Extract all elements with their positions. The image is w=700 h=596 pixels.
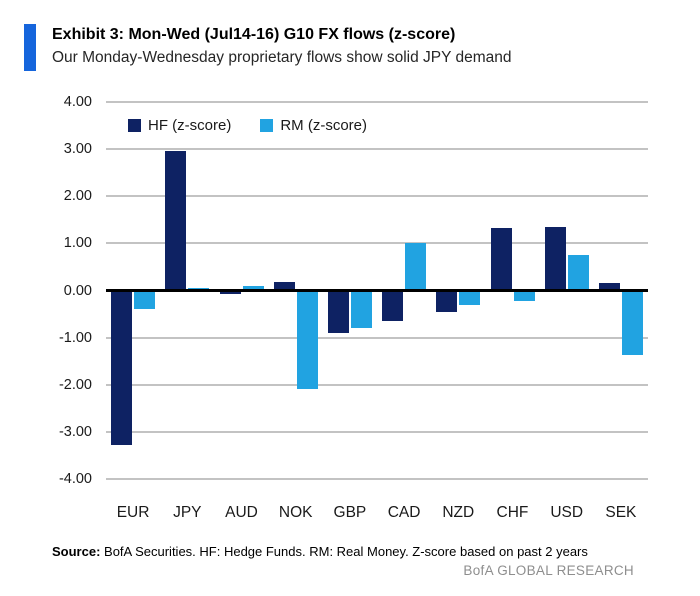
y-tick-label: -1.00 bbox=[58, 329, 92, 346]
y-tick-label: -4.00 bbox=[58, 471, 92, 487]
x-tick-label-gbp: GBP bbox=[333, 504, 367, 521]
bar-chf-hf bbox=[490, 228, 512, 291]
x-tick-label-nok: NOK bbox=[278, 504, 313, 521]
exhibit-title: Exhibit 3: Mon-Wed (Jul14-16) G10 FX flo… bbox=[52, 26, 456, 43]
header-text: Exhibit 3: Mon-Wed (Jul14-16) G10 FX flo… bbox=[52, 24, 511, 71]
gridline-3 bbox=[106, 148, 648, 151]
bar-nzd-hf bbox=[436, 290, 458, 312]
accent-bar bbox=[24, 24, 36, 71]
bar-gbp-rm bbox=[350, 290, 372, 329]
plot-area bbox=[106, 101, 648, 480]
bar-chf-rm bbox=[513, 290, 535, 301]
gridline-4 bbox=[106, 101, 648, 103]
y-tick-label: 0.00 bbox=[63, 282, 92, 299]
x-tick-label-nzd: NZD bbox=[442, 504, 475, 521]
legend-swatch-icon bbox=[260, 119, 274, 132]
x-tick-label-usd: USD bbox=[550, 504, 584, 521]
bar-usd-rm bbox=[567, 255, 589, 291]
x-tick-label-eur: EUR bbox=[116, 504, 150, 521]
bar-eur-hf bbox=[111, 290, 133, 445]
bar-aud-rm bbox=[242, 285, 264, 291]
legend-swatch-icon bbox=[128, 119, 141, 132]
gridline-2 bbox=[106, 195, 648, 198]
x-tick-label-jpy: JPY bbox=[173, 504, 202, 521]
legend-item: HF (z-score) bbox=[128, 117, 231, 134]
brand-text: BofA GLOBAL RESEARCH bbox=[463, 563, 634, 578]
y-tick-label: 2.00 bbox=[63, 188, 92, 205]
bar-sek-hf bbox=[598, 283, 620, 291]
y-tick-label: -3.00 bbox=[58, 423, 92, 440]
zero-axis-line bbox=[106, 289, 648, 292]
exhibit-header: Exhibit 3: Mon-Wed (Jul14-16) G10 FX flo… bbox=[24, 24, 511, 71]
y-tick-label: 1.00 bbox=[63, 235, 92, 252]
bar-cad-rm bbox=[405, 243, 427, 291]
bar-jpy-hf bbox=[165, 150, 187, 291]
gridline--2 bbox=[106, 383, 648, 386]
gridline--3 bbox=[106, 430, 648, 433]
legend: HF (z-score) RM (z-score) bbox=[128, 117, 396, 134]
x-tick-label-cad: CAD bbox=[387, 504, 421, 521]
bar-sek-rm bbox=[621, 290, 643, 355]
bar-nok-rm bbox=[296, 290, 318, 389]
bar-aud-hf bbox=[219, 290, 241, 294]
gridline--1 bbox=[106, 336, 648, 339]
exhibit-subtitle: Our Monday-Wednesday proprietary flows s… bbox=[52, 49, 512, 66]
bar-eur-rm bbox=[134, 290, 156, 310]
bar-nzd-rm bbox=[459, 290, 481, 305]
legend-item: RM (z-score) bbox=[260, 117, 367, 134]
source-note: Source: BofA Securities. HF: Hedge Funds… bbox=[52, 544, 588, 559]
source-label: Source: bbox=[52, 544, 101, 559]
x-tick-label-sek: SEK bbox=[605, 504, 637, 521]
gridline--4 bbox=[106, 478, 648, 480]
gridline-1 bbox=[106, 242, 648, 245]
x-tick-label-aud: AUD bbox=[225, 504, 258, 521]
legend-label: HF (z-score) bbox=[148, 117, 232, 134]
source-text: BofA Securities. HF: Hedge Funds. RM: Re… bbox=[100, 544, 588, 559]
x-tick-label-chf: CHF bbox=[496, 504, 529, 521]
bar-usd-hf bbox=[544, 226, 566, 291]
bar-cad-hf bbox=[382, 290, 404, 322]
bar-nok-hf bbox=[273, 282, 295, 291]
y-tick-label: 4.00 bbox=[63, 94, 92, 110]
legend-label: RM (z-score) bbox=[280, 117, 367, 134]
bar-gbp-hf bbox=[327, 290, 349, 333]
y-tick-label: 3.00 bbox=[63, 141, 92, 158]
y-tick-label: -2.00 bbox=[58, 376, 92, 393]
